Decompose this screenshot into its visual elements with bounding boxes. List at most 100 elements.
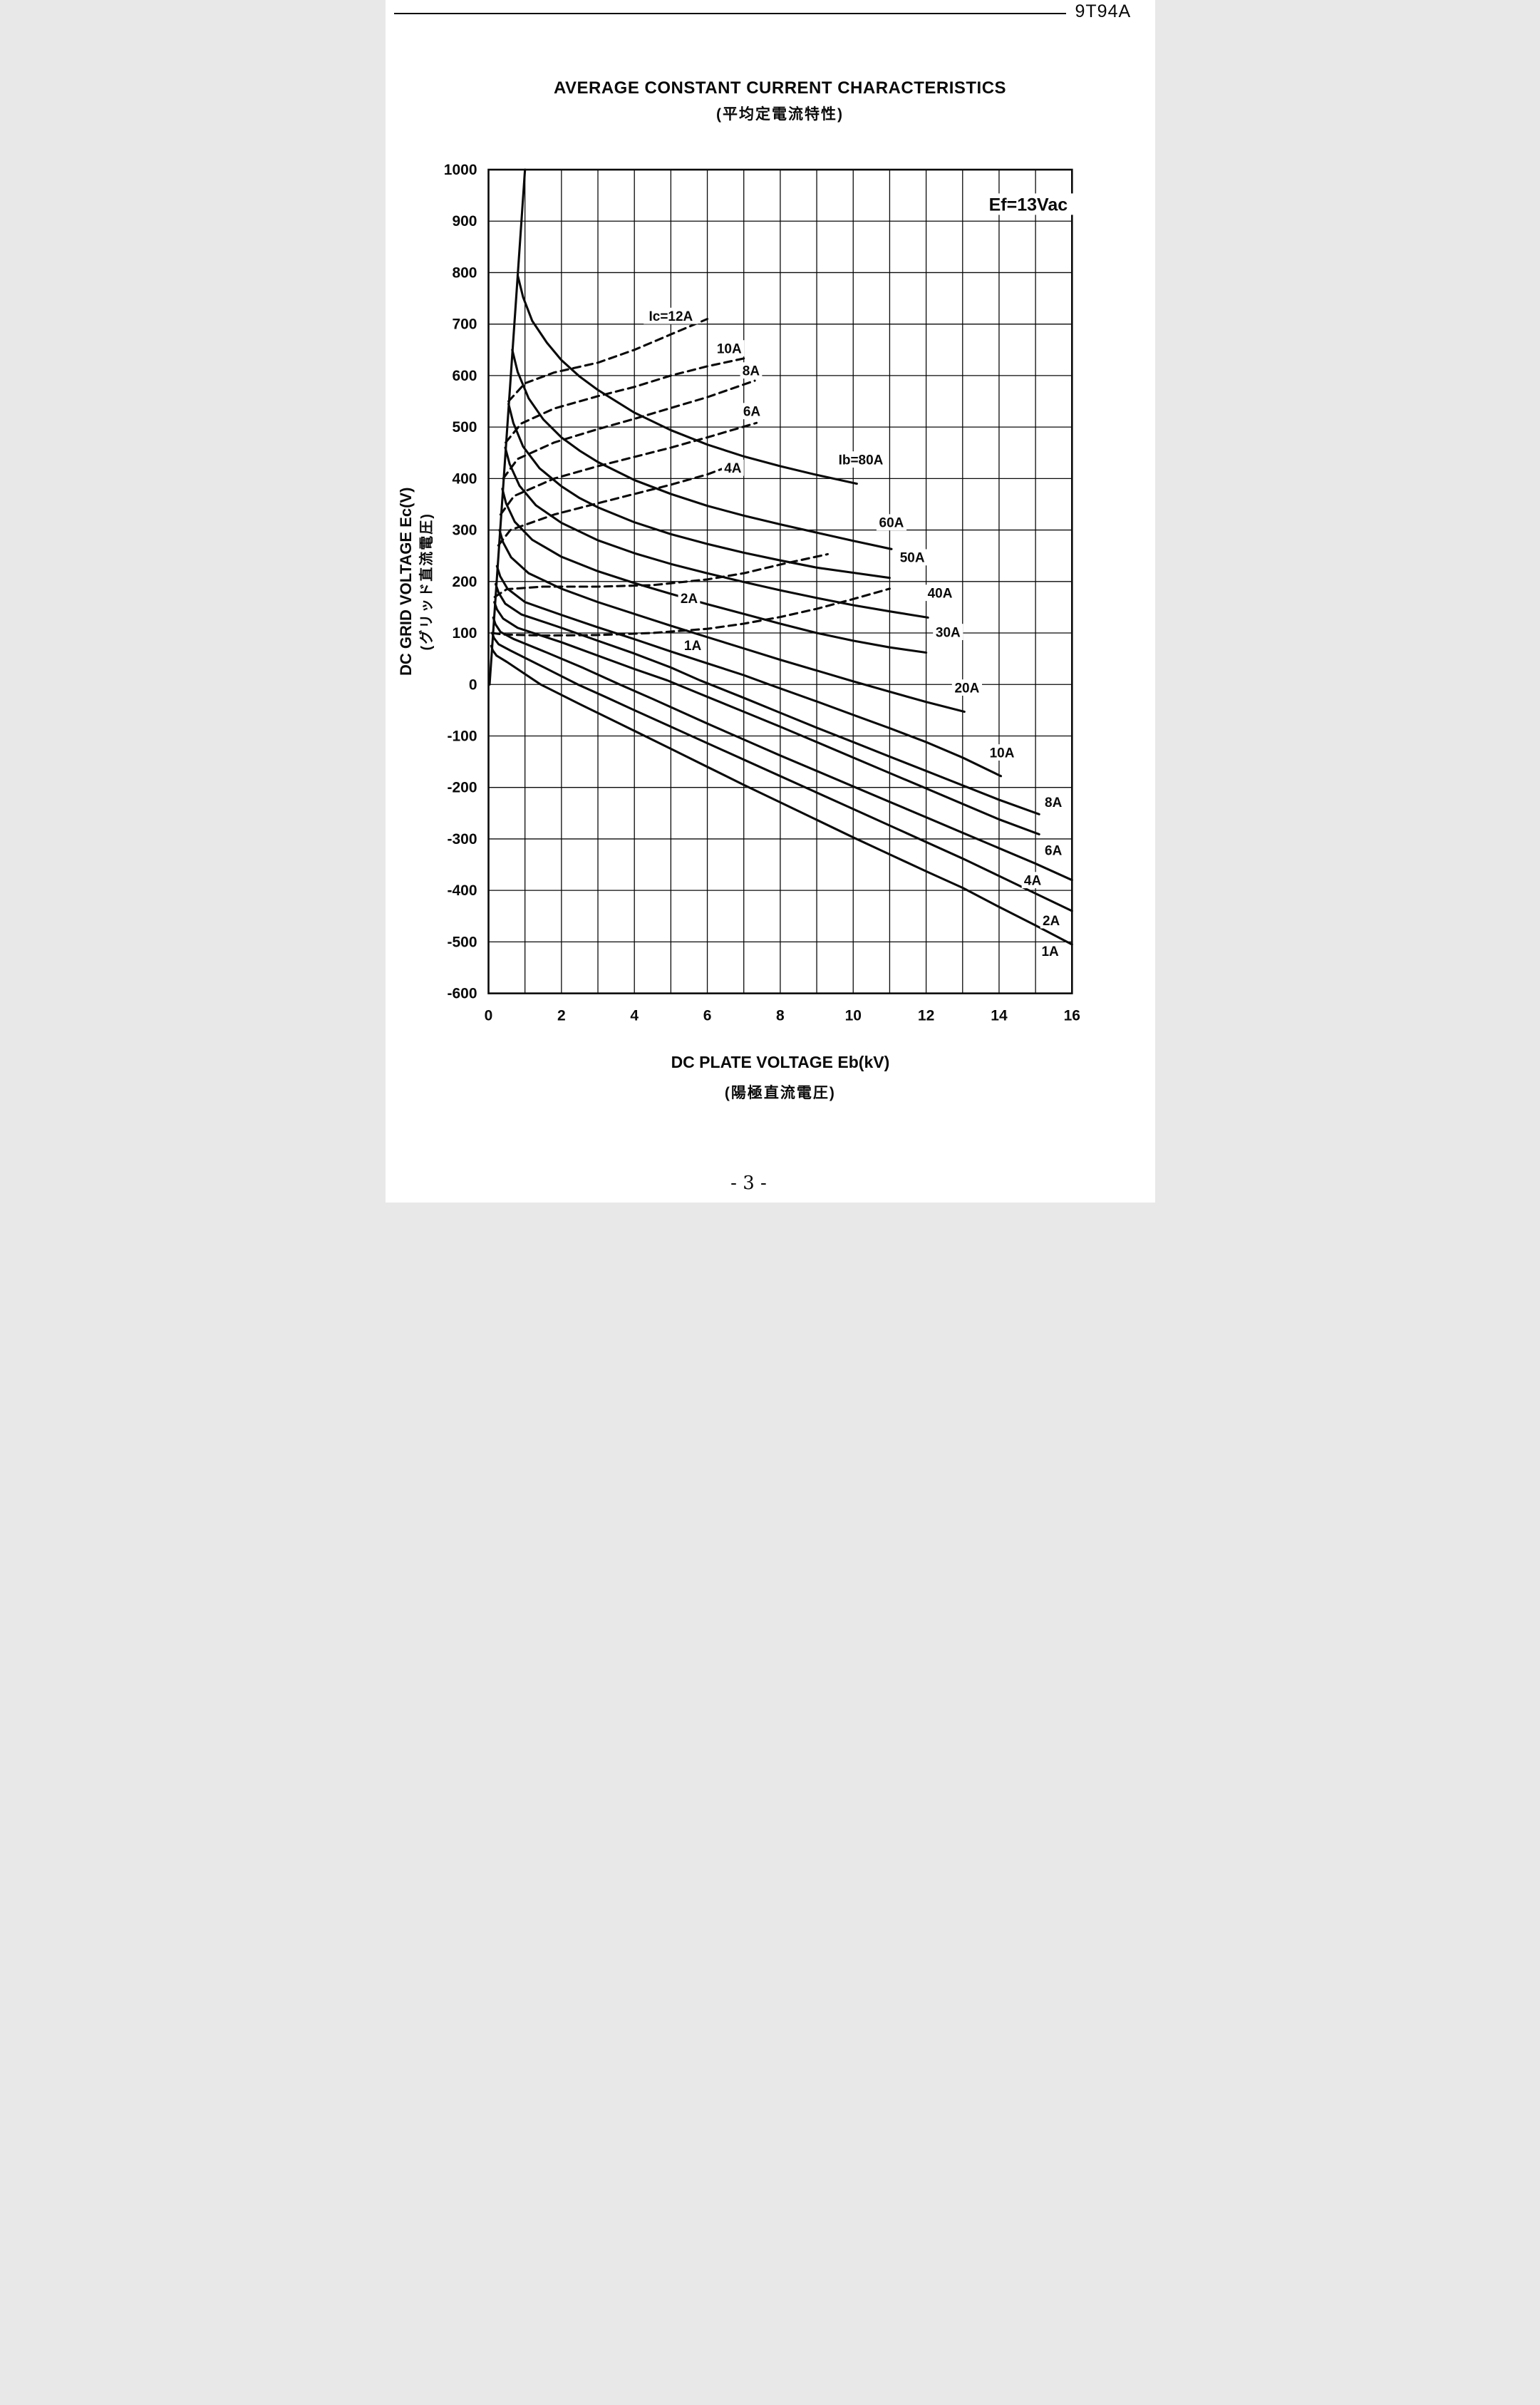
- y-tick--200: -200: [447, 780, 477, 796]
- grid-current-curve-8A: [501, 379, 756, 480]
- plot-border: [487, 168, 1073, 994]
- label-ic-12A: Ic=12A: [648, 309, 693, 324]
- x-tick-10: 10: [844, 1008, 861, 1024]
- y-tick-300: 300: [452, 522, 477, 539]
- x-tick-16: 16: [1063, 1008, 1080, 1024]
- curves: [487, 168, 1073, 946]
- y-tick--600: -600: [447, 986, 477, 1002]
- label-ib-4A-mask: [1021, 872, 1043, 889]
- label-ib-10A: 10A: [989, 746, 1014, 761]
- y-tick-0: 0: [468, 676, 477, 693]
- label-ib-20A-mask: [951, 679, 982, 696]
- plate-current-curve-1A: [490, 644, 1073, 946]
- x-tick-0: 0: [484, 1008, 492, 1024]
- label-ib-1A: 1A: [1041, 944, 1059, 959]
- y-axis-title-japanese: (グリッド直流電圧): [418, 513, 435, 650]
- label-ib-2A-mask: [1040, 912, 1063, 929]
- label-ic-6A: 6A: [743, 405, 760, 420]
- label-ib-80A: Ib=80A: [838, 453, 883, 468]
- x-axis-title: DC PLATE VOLTAGE Eb(kV): [671, 1053, 889, 1071]
- grid-current-curve-4A: [497, 463, 735, 547]
- doc-number: 9T94A: [1075, 1, 1132, 21]
- label-ic-8A: 8A: [742, 364, 760, 379]
- page-number: - 3 -: [730, 1173, 767, 1194]
- label-ib-60A-mask: [876, 514, 906, 531]
- x-tick-14: 14: [991, 1008, 1008, 1024]
- label-ib-60A: 60A: [879, 516, 904, 531]
- plate-current-curve-4A: [492, 616, 1073, 882]
- y-tick-1000: 1000: [443, 162, 477, 178]
- label-ic-10A-mask: [713, 340, 744, 357]
- label-ic-10A: 10A: [716, 341, 741, 356]
- chart-title-block: AVERAGE CONSTANT CURRENT CHARACTERISTICS…: [386, 78, 1155, 124]
- label-ib-8A-mask: [1042, 793, 1065, 810]
- y-tick-400: 400: [452, 470, 477, 487]
- plate-current-curve-30A: [500, 488, 927, 654]
- constant-current-chart: Ib=80A60A50A40A30A20A10A8A6A4A2A1AIc=12A…: [397, 162, 1080, 1101]
- label-ib-40A-mask: [924, 584, 955, 602]
- label-ic-1A: 1A: [683, 639, 701, 654]
- label-ib-30A: 30A: [935, 625, 960, 640]
- plate-current-curve-2A: [490, 632, 1073, 912]
- label-ib-50A-mask: [896, 549, 927, 566]
- label-ib-8A: 8A: [1045, 795, 1063, 810]
- grid-current-curve-6A: [499, 421, 758, 516]
- boundary-diode-line: [487, 168, 526, 686]
- label-ib-4A: 4A: [1023, 874, 1041, 889]
- plate-current-curve-10A: [495, 565, 1002, 778]
- y-tick--400: -400: [447, 882, 477, 899]
- header-rule: [393, 13, 1066, 14]
- y-tick-800: 800: [452, 264, 477, 281]
- curve-labels: Ib=80A60A50A40A30A20A10A8A6A4A2A1AIc=12A…: [643, 193, 1074, 959]
- y-tick-600: 600: [452, 368, 477, 384]
- plate-current-curve-80A: [516, 274, 858, 485]
- x-tick-12: 12: [917, 1008, 934, 1024]
- x-tick-4: 4: [630, 1008, 639, 1024]
- grid-current-curve-12A: [507, 317, 708, 403]
- label-ib-10A-mask: [986, 744, 1017, 761]
- x-tick-8: 8: [776, 1008, 785, 1024]
- annotation-filament-voltage: Ef=13Vac: [988, 195, 1068, 215]
- axis-titles: DC GRID VOLTAGE Ec(V) (グリッド直流電圧) DC PLATE …: [397, 488, 889, 1101]
- label-ib-50A: 50A: [899, 551, 924, 566]
- label-ib-6A-mask: [1042, 842, 1065, 859]
- label-ic-4A-mask: [721, 459, 744, 476]
- label-ib-80A-mask: [833, 451, 888, 468]
- x-tick-6: 6: [703, 1008, 711, 1024]
- y-tick-200: 200: [452, 574, 477, 590]
- y-tick-900: 900: [452, 213, 477, 230]
- label-ib-6A: 6A: [1045, 844, 1063, 859]
- label-ib-30A-mask: [932, 624, 963, 640]
- axis-tick-labels: 10009008007006005004003002001000-100-200…: [443, 162, 1080, 1024]
- grid-current-curve-1A: [490, 587, 891, 637]
- label-ic-2A: 2A: [680, 592, 698, 607]
- y-tick-500: 500: [452, 419, 477, 436]
- label-ic-2A-mask: [678, 589, 700, 607]
- label-ib-2A: 2A: [1042, 914, 1060, 929]
- label-ic-8A-mask: [740, 362, 762, 379]
- plate-current-curve-50A: [507, 403, 891, 580]
- chart-title: AVERAGE CONSTANT CURRENT CHARACTERISTICS: [553, 78, 1007, 98]
- y-axis-title: DC GRID VOLTAGE Ec(V): [397, 488, 415, 676]
- label-ib-1A-mask: [1038, 942, 1061, 959]
- grid-current-curve-2A: [493, 552, 829, 599]
- plate-current-curve-8A: [494, 582, 1040, 815]
- label-ib-20A: 20A: [954, 681, 979, 696]
- label-ic-4A: 4A: [724, 461, 742, 476]
- label-ic-1A-mask: [681, 637, 703, 654]
- plate-current-curve-6A: [492, 601, 1040, 835]
- y-tick-100: 100: [452, 625, 477, 642]
- y-tick--300: -300: [447, 831, 477, 848]
- label-ic-6A-mask: [740, 403, 763, 420]
- y-tick-700: 700: [452, 316, 477, 333]
- x-tick-2: 2: [557, 1008, 566, 1024]
- annotation-filament-voltage-mask: [982, 193, 1074, 215]
- plate-current-curve-20A: [497, 529, 966, 714]
- grid-current-curve-10A: [504, 356, 747, 444]
- plate-current-curve-60A: [510, 349, 893, 550]
- label-ib-40A: 40A: [927, 587, 952, 602]
- datasheet-page: 9T94A AVERAGE CONSTANT CURRENT CHARACTER…: [385, 0, 1155, 1202]
- label-ic-12A-mask: [643, 307, 698, 324]
- chart-title-japanese: (平均定電流特性): [716, 106, 844, 123]
- y-tick--500: -500: [447, 934, 477, 950]
